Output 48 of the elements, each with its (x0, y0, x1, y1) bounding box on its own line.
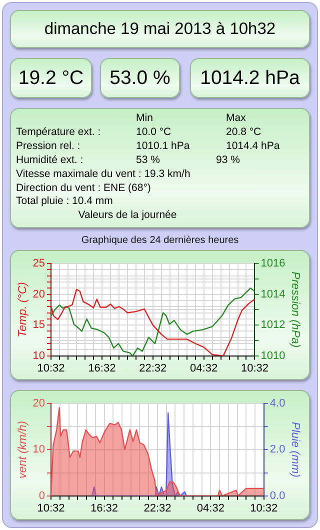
text: Vitesse maximale du vent : 19.3 km/h (16, 168, 190, 180)
y2-tick-label: 1014 (260, 288, 286, 300)
text: 20.8 °C (226, 126, 262, 138)
text: Min (136, 112, 153, 124)
text: Humidité ext. : (16, 154, 84, 166)
y2-tick-label: 4.0 (270, 398, 286, 410)
y-tick-label: 10 (32, 350, 46, 362)
y2-tick-label: 0.0 (270, 490, 286, 502)
x-tick-label: 04:32 (190, 362, 218, 374)
text: 93 % (216, 154, 240, 166)
y-axis-title: Temp. (°C) (17, 282, 30, 338)
x-tick-label: 04:32 (196, 502, 224, 514)
text: 1014.2 hPa (190, 58, 310, 98)
y2-tick-label: 2.0 (270, 444, 286, 456)
text: 1010.1 hPa (136, 140, 190, 152)
text: Température ext. : (16, 126, 101, 138)
y2-axis-title: Pluie (mm) (288, 422, 301, 478)
y-tick-label: 0 (38, 490, 46, 502)
text: 53 % (136, 154, 160, 166)
y2-tick-label: 1016 (260, 258, 286, 270)
x-tick-label: 22:32 (144, 502, 172, 514)
y2-axis-title: Pression (hPa) (288, 272, 301, 348)
text: Direction du vent : ENE (68°) (16, 182, 151, 194)
chart-title: Graphique des 24 dernières heures (80, 235, 240, 246)
y-axis-title: vent (km/h) (17, 420, 30, 478)
x-tick-label: 16:32 (88, 362, 116, 374)
y-tick-label: 15 (32, 319, 46, 332)
x-tick-label: 10:32 (250, 502, 278, 514)
text: dimanche 19 mai 2013 à 10h32 (10, 10, 310, 48)
x-tick-label: 16:32 (90, 502, 118, 514)
text: 53.0 % (100, 58, 180, 98)
text: 19.2 °C (10, 58, 92, 98)
text: 10.0 °C (136, 126, 172, 138)
text: 1014.4 hPa (226, 140, 280, 152)
y2-tick-label: 1010 (260, 350, 286, 362)
x-tick-label: 10:32 (37, 502, 65, 514)
y-tick-label: 20 (32, 288, 46, 300)
text: Valeurs de la journée (77, 209, 178, 222)
y-tick-label: 10 (32, 444, 46, 456)
y-tick-label: 20 (32, 398, 46, 410)
x-tick-label: 22:32 (139, 362, 167, 374)
text: Max (226, 112, 246, 124)
text: Total pluie : 10.4 mm (16, 195, 113, 208)
x-tick-label: 10:32 (240, 362, 268, 374)
text: Pression rel. : (16, 140, 80, 152)
y-tick-label: 25 (32, 258, 46, 270)
y2-tick-label: 1012 (260, 319, 286, 332)
x-tick-label: 10:32 (37, 362, 65, 374)
